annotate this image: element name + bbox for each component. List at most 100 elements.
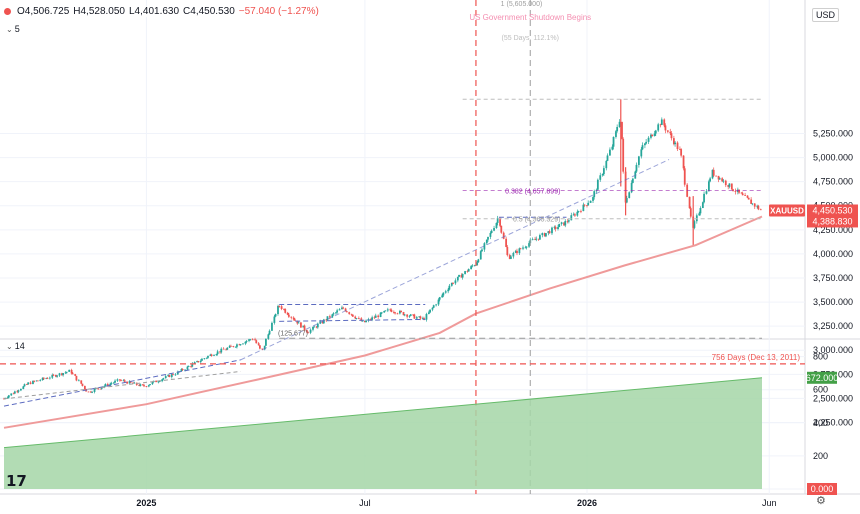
- candle-body: [56, 375, 59, 377]
- chevron-down-icon: ⌄: [6, 24, 13, 34]
- candle-body: [355, 318, 358, 319]
- candle-body: [3, 398, 5, 400]
- candle-body: [580, 210, 582, 212]
- candle-body: [261, 348, 264, 350]
- candle-body: [116, 379, 119, 381]
- price-tick-label: 3,750.000: [813, 273, 853, 283]
- candle-body: [471, 265, 474, 267]
- candle-body: [732, 189, 734, 192]
- candle-body: [746, 195, 749, 198]
- candle-body: [537, 238, 540, 240]
- candle-body: [637, 156, 640, 165]
- candle-body: [110, 383, 113, 385]
- candle-body: [444, 291, 447, 293]
- candle-body: [255, 340, 258, 344]
- ohlc-high: H4,528.050: [73, 6, 125, 17]
- candle-body: [756, 205, 759, 207]
- candle-body: [543, 233, 546, 237]
- candle-body: [26, 384, 28, 386]
- candle-body: [16, 391, 19, 393]
- candle-body: [114, 380, 116, 383]
- candle-body: [268, 330, 271, 335]
- candle-body: [496, 218, 499, 223]
- candle-body: [563, 222, 565, 226]
- candle-body: [448, 285, 451, 290]
- candle-body: [467, 269, 470, 272]
- candle-body: [456, 276, 459, 281]
- candle-body: [181, 369, 184, 371]
- candle-body: [274, 314, 277, 317]
- symbol-tag-label: XAUUSD: [770, 207, 804, 216]
- candle-body: [406, 314, 409, 317]
- candle-body: [12, 393, 15, 395]
- candle-body: [242, 343, 244, 345]
- trend-line: [240, 159, 670, 361]
- candle-body: [548, 231, 551, 234]
- candle-body: [447, 289, 450, 292]
- candle-body: [390, 309, 393, 312]
- candle-body: [653, 133, 656, 137]
- candle-body: [386, 309, 389, 311]
- candle-body: [647, 137, 650, 142]
- candle-body: [222, 348, 225, 350]
- candle-body: [132, 382, 135, 384]
- candle-body: [52, 374, 55, 376]
- candle-body: [759, 209, 762, 211]
- candle-body: [213, 355, 215, 356]
- candle-body: [679, 149, 681, 150]
- candle-body: [106, 384, 109, 386]
- candle-body: [630, 182, 633, 193]
- candle-body: [377, 315, 380, 318]
- price-pane-toggle[interactable]: ⌄ 5: [6, 24, 20, 34]
- candle-body: [35, 380, 38, 382]
- days-area-edge: [3, 377, 763, 449]
- candle-body: [490, 230, 493, 233]
- currency-selector[interactable]: USD: [812, 8, 840, 22]
- last-price-tag: [807, 204, 858, 217]
- range-line: [3, 370, 241, 400]
- candle-body: [216, 351, 219, 355]
- candle-body: [33, 380, 36, 382]
- candle-body: [707, 181, 710, 192]
- last-price-label: 4,450.530: [812, 206, 852, 216]
- fib-label-0382: 0.382 (4,657.899): [505, 189, 560, 196]
- price-tick-label: 4,750.000: [813, 177, 853, 187]
- candle-body: [341, 307, 343, 310]
- candle-body: [499, 218, 501, 226]
- candle-body: [609, 149, 611, 156]
- candle-body: [425, 313, 428, 320]
- candle-body: [220, 348, 223, 353]
- gear-icon[interactable]: ⚙: [816, 495, 826, 507]
- candle-body: [302, 325, 305, 328]
- candle-body: [331, 314, 334, 318]
- range-bottom-line: [279, 318, 426, 322]
- candle-body: [87, 391, 90, 393]
- candle-body: [41, 377, 44, 381]
- candle-body: [553, 226, 556, 228]
- candle-body: [65, 371, 68, 373]
- candle-body: [164, 376, 167, 379]
- candle-body: [418, 316, 421, 318]
- ma-price-tag: [807, 215, 858, 228]
- candle-body: [147, 385, 150, 387]
- candle-body: [91, 391, 94, 393]
- candle-body: [210, 354, 213, 356]
- candle-body: [454, 280, 457, 284]
- candle-body: [75, 375, 78, 381]
- candle-body: [587, 202, 590, 206]
- candle-body: [22, 386, 25, 389]
- candle-body: [461, 273, 464, 278]
- indicator-pane-toggle[interactable]: ⌄ 14: [6, 341, 25, 351]
- price-tick-label: 4,250.000: [813, 225, 853, 235]
- candle-body: [437, 299, 440, 305]
- candle-body: [168, 375, 171, 378]
- candle-body: [321, 321, 324, 324]
- candle-body: [104, 384, 107, 387]
- candle-body: [485, 239, 488, 244]
- ma-price-label: 4,388.830: [812, 216, 852, 226]
- candle-body: [654, 130, 657, 134]
- candle-body: [519, 248, 522, 250]
- candle-body: [408, 315, 411, 317]
